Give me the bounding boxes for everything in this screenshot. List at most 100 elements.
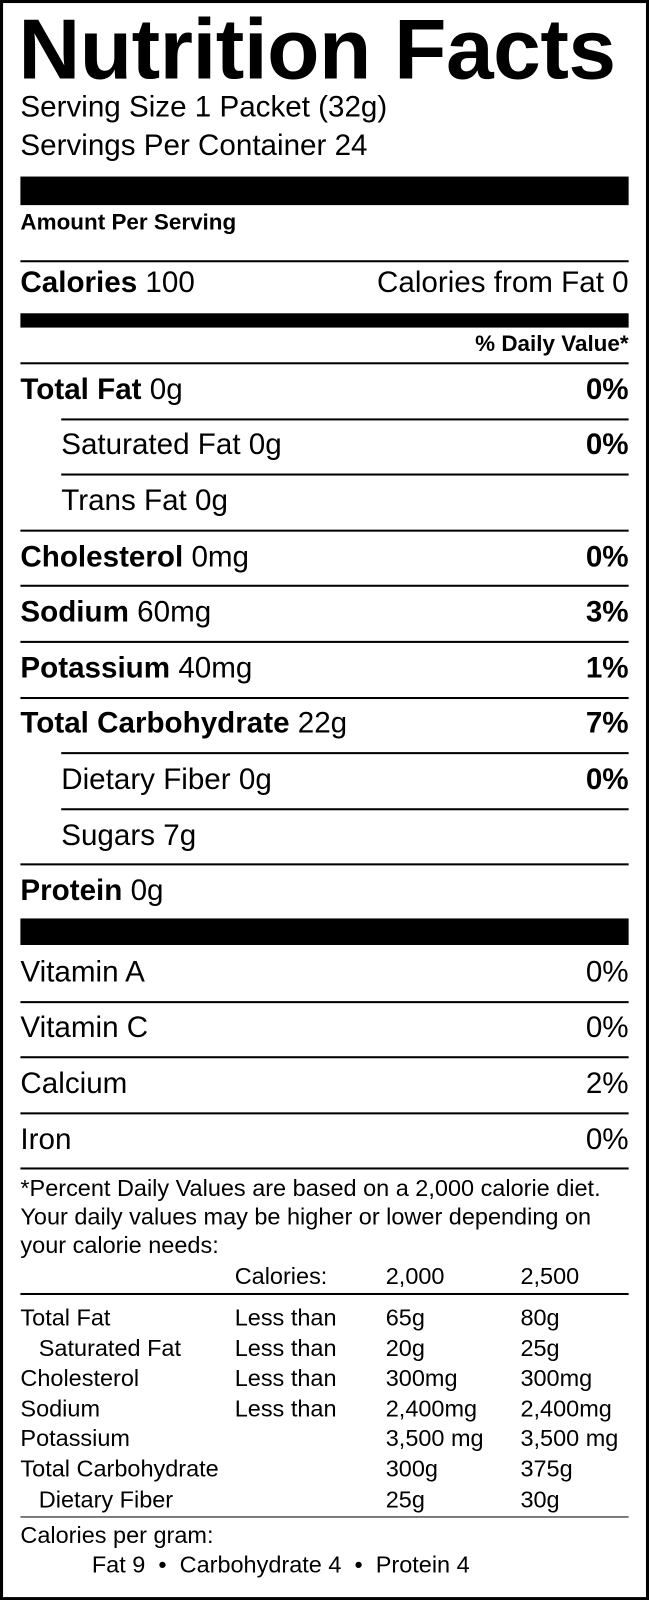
reference-cell: Less than [234,1394,337,1422]
medium-divider [20,313,629,328]
reference-cell: 2,000 [385,1262,445,1289]
thick-divider [20,176,629,206]
vitamin-name: Iron [20,1123,72,1156]
reference-cell: Calories: [234,1262,328,1289]
reference-cell: 2,500 [520,1262,580,1289]
nutrient-daily-value: 7% [585,707,629,741]
nutrient-name: Dietary Fiber 0g [61,763,272,796]
vitamin-daily-value: 0% [585,955,629,989]
row-divider [61,473,629,476]
vitamin-name: Vitamin C [20,1011,149,1045]
reference-cell: 300mg [520,1364,593,1392]
reference-row: Total Carbohydrate 300g 375g [20,1454,632,1484]
calories-per-gram-label: Calories per gram: [20,1521,214,1549]
reference-cell: Less than [234,1334,337,1361]
reference-row: Sodium Less than 2,400mg 2,400mg [20,1394,632,1424]
reference-cell: 65g [385,1304,425,1331]
reference-cell: Saturated Fat [38,1334,181,1361]
vitamin-row: Vitamin A 0% [20,945,628,1001]
daily-value-header: % Daily Value* [475,330,629,357]
row-divider [20,1000,629,1003]
reference-cell: Less than [234,1304,337,1331]
divider [20,1167,629,1170]
nutrient-name: Sodium 60mg [20,596,212,629]
reference-row: Calories: 2,000 2,500 [20,1261,632,1291]
reference-cell: 2,400mg [520,1394,612,1422]
reference-cell: 80g [520,1304,560,1331]
vitamin-daily-value: 0% [585,1123,629,1156]
nutrient-row: Sodium 60mg 3% [20,585,629,641]
serving-size: Serving Size 1 Packet (32g) [20,90,388,124]
nutrient-row: Total Fat 0g 0% [20,362,629,418]
row-divider [20,640,629,643]
nutrient-daily-value: 3% [585,596,629,629]
vitamin-row: Calcium 2% [20,1056,629,1112]
reference-cell: 300g [385,1455,438,1482]
reference-cell: Total Carbohydrate [20,1455,219,1482]
calories-from-fat: Calories from Fat 0 [376,266,629,300]
nutrient-name: Protein 0g [20,874,164,908]
row-divider [20,585,629,588]
reference-cell: Potassium [20,1425,130,1452]
amount-per-serving: Amount Per Serving [20,209,237,235]
reference-cell: 25g [520,1334,560,1361]
row-divider [20,1112,629,1115]
vitamin-name: Vitamin A [20,955,145,989]
nutrient-row: Trans Fat 0g [20,473,629,530]
vitamin-name: Calcium [20,1067,128,1101]
nutrient-daily-value: 0% [585,428,629,462]
row-divider [20,696,629,699]
reference-cell: 3,500 mg [520,1425,619,1452]
reference-cell: 30g [520,1485,560,1512]
reference-cell: Cholesterol [20,1364,140,1392]
nutrient-row: Dietary Fiber 0g 0% [20,752,629,808]
nutrient-name: Total Fat 0g [20,373,183,406]
nutrient-name: Total Carbohydrate 22g [20,707,348,741]
nutrient-row: Potassium 40mg 1% [20,640,629,697]
thick-divider [20,918,629,945]
row-divider [20,529,629,532]
nutrient-row: Cholesterol 0mg 0% [20,529,629,585]
divider [20,260,629,263]
reference-row: Potassium 3,500 mg 3,500 mg [20,1424,632,1454]
vitamin-row: Vitamin C 0% [20,1000,629,1057]
divider [20,1516,629,1518]
reference-cell: Sodium [20,1394,100,1422]
row-divider [20,1056,629,1059]
calories-label: Calories [20,266,138,300]
nutrient-daily-value: 0% [585,763,629,796]
reference-cell: 300mg [385,1364,458,1392]
reference-row: Cholesterol Less than 300mg 300mg [20,1364,632,1394]
row-divider [20,362,629,365]
row-divider [20,863,629,866]
reference-cell: Total Fat [20,1304,111,1331]
servings-per-container: Servings Per Container 24 [20,129,368,163]
nutrient-daily-value: 1% [585,651,629,685]
reference-cell: 2,400mg [385,1394,478,1422]
nutrient-row: Sugars 7g [20,808,629,864]
row-divider [61,808,629,811]
divider [20,1292,629,1296]
vitamin-row: Iron 0% [20,1112,629,1168]
vitamin-daily-value: 0% [585,1011,629,1045]
calories-per-gram-values: Fat 9 • Carbohydrate 4 • Protein 4 [91,1551,470,1578]
reference-cell: 375g [520,1455,573,1482]
calories-value: 100 [145,266,195,300]
nutrient-row: Protein 0g [20,863,629,920]
nutrient-name: Saturated Fat 0g [61,428,282,462]
row-divider [61,752,629,755]
nutrient-row: Saturated Fat 0g 0% [20,417,629,474]
vitamin-daily-value: 2% [585,1067,629,1101]
calories-row: Calories 100 Calories from Fat 0 [20,265,628,300]
reference-cell: 20g [385,1334,425,1361]
label-title: Nutrition Facts [18,1,616,97]
reference-row: Total Fat Less than 65g 80g [20,1303,632,1333]
reference-row: Dietary Fiber 25g 30g [20,1484,632,1514]
nutrient-daily-value: 0% [585,373,629,406]
reference-cell: Dietary Fiber [38,1485,174,1512]
row-divider [61,417,629,421]
nutrient-name: Trans Fat 0g [61,484,228,518]
nutrient-daily-value: 0% [585,540,629,574]
